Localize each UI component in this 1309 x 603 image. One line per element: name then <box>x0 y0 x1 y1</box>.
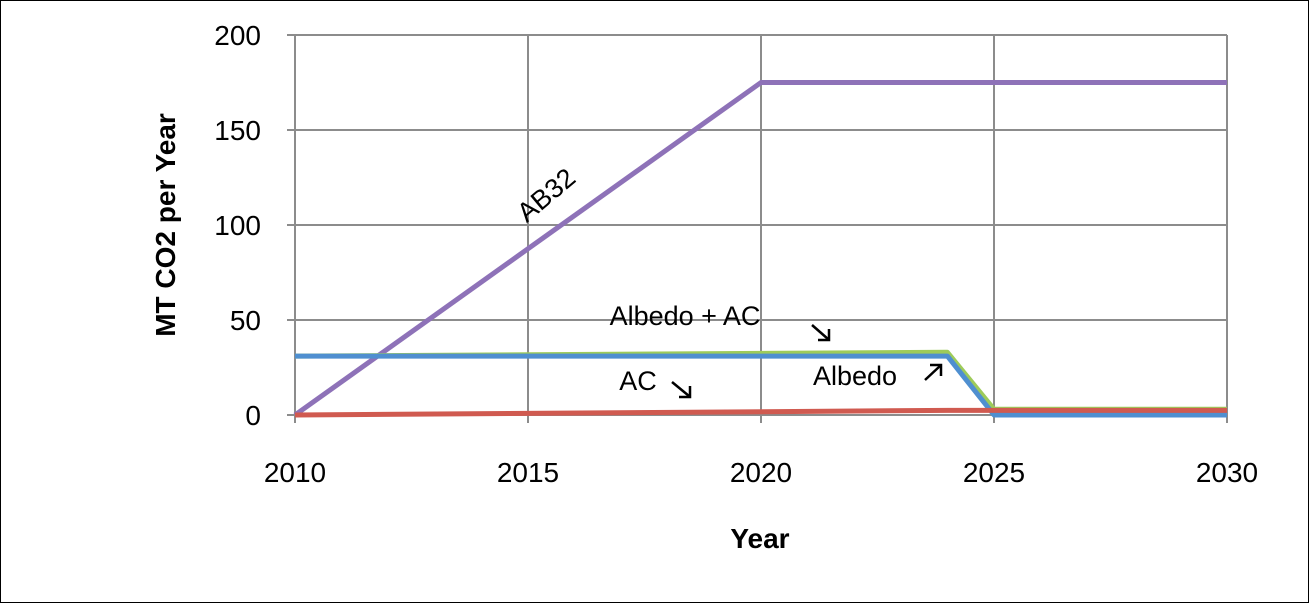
annotation-albedo: Albedo <box>813 361 897 391</box>
y-tick-label: 50 <box>230 305 261 336</box>
series-line-ac <box>294 407 1227 418</box>
series-layer <box>293 80 1227 418</box>
y-tick-label: 200 <box>214 20 261 51</box>
x-tick-label: 2025 <box>963 457 1025 488</box>
x-tick-label: 2020 <box>730 457 792 488</box>
x-tick-label: 2015 <box>497 457 559 488</box>
series-line-albedo <box>295 353 1227 418</box>
y-axis-title: MT CO2 per Year <box>150 113 181 337</box>
axes <box>287 34 1228 423</box>
y-tick-label: 150 <box>214 115 261 146</box>
x-tick-label: 2010 <box>264 457 326 488</box>
x-axis-title: Year <box>730 523 789 554</box>
annotation-ac: AC <box>619 366 657 396</box>
arrow-down-right-icon <box>811 324 831 342</box>
annotation-albedo-ac: Albedo + AC <box>610 301 761 331</box>
x-tick-label: 2030 <box>1196 457 1258 488</box>
arrow-up-right-icon <box>924 363 943 381</box>
series-line-ab32 <box>293 80 1227 418</box>
y-tick-label: 100 <box>214 210 261 241</box>
tick-labels: 0 50 100 150 200 2010 2015 2020 2025 2030 <box>214 20 1258 488</box>
y-tick-label: 0 <box>245 400 261 431</box>
arrow-down-right-icon <box>671 381 692 399</box>
